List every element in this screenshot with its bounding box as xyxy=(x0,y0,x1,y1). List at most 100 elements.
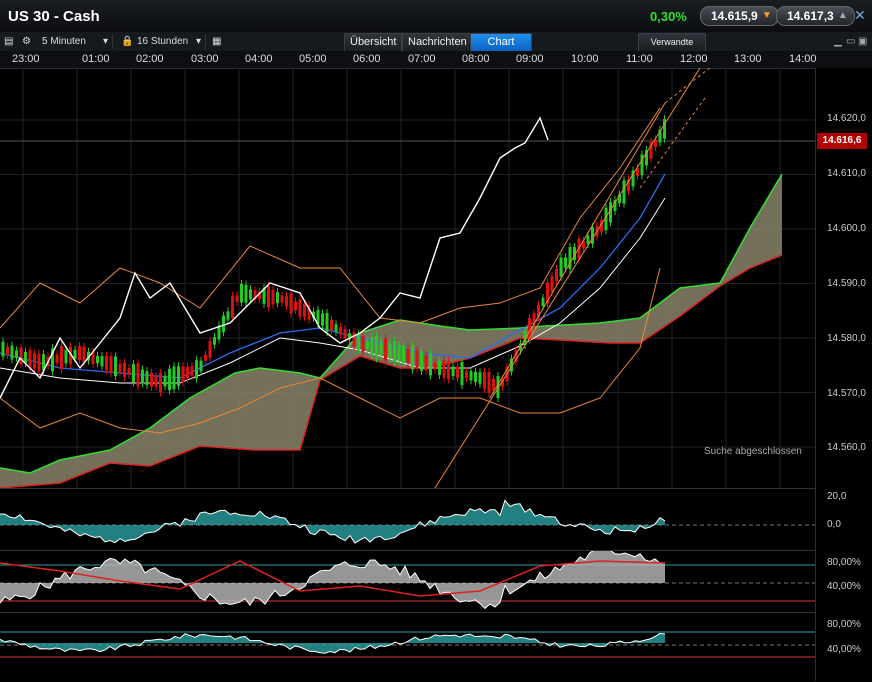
chart-toolbar: ▤ ⚙ 5 Minuten ▾ 🔒 16 Stunden ▾ ▦ Übersicht… xyxy=(0,32,872,52)
stochastic-1-area xyxy=(0,551,665,609)
bearish-candle xyxy=(600,219,603,232)
minimize-icon[interactable]: ▁ xyxy=(834,36,842,47)
bullish-candle xyxy=(523,330,527,346)
bullish-candle xyxy=(658,129,662,143)
time-tick-label: 07:00 xyxy=(408,53,436,65)
bullish-candle xyxy=(100,356,104,367)
bearish-candle xyxy=(118,363,122,373)
time-axis: 23:00 01:00 02:00 03:00 04:00 05:00 06:00 07:00… xyxy=(0,51,872,69)
price-axis xyxy=(815,68,872,681)
bid-quote-button[interactable]: 14.615,9 ▼ xyxy=(700,6,779,26)
price-chart[interactable] xyxy=(0,68,815,488)
bearish-candle xyxy=(181,366,185,383)
bullish-candle xyxy=(429,353,432,376)
time-tick-label: 05:00 xyxy=(299,53,327,65)
range-select[interactable]: 16 Stunden ▾ xyxy=(137,34,206,49)
stochastic-1-signal xyxy=(0,560,666,597)
bullish-candle xyxy=(195,360,198,379)
tab-chart[interactable]: Chart xyxy=(470,33,532,52)
gear-icon[interactable]: ⚙ xyxy=(22,36,31,47)
maximize-icon[interactable]: ▣ xyxy=(858,36,868,47)
cloud-span-b-line xyxy=(0,254,783,488)
range-value: 16 Stunden xyxy=(137,36,189,47)
title-bar: US 30 - Cash 0,30% 14.615,9 ▼ 14.617,3 ▲… xyxy=(0,0,872,33)
bullish-candle xyxy=(613,200,617,211)
bullish-candle xyxy=(177,366,180,386)
close-icon[interactable]: ✕ xyxy=(854,7,866,23)
bullish-candle xyxy=(618,194,621,203)
bearish-candle xyxy=(492,378,495,391)
bearish-candle xyxy=(82,346,86,363)
time-tick-label: 04:00 xyxy=(245,53,273,65)
bullish-candle xyxy=(244,284,248,303)
price-tick-label: 14.610,0 xyxy=(827,168,866,179)
stochastic-panel-1[interactable] xyxy=(0,550,815,613)
bullish-candle xyxy=(370,337,374,355)
time-tick-label: 02:00 xyxy=(136,53,164,65)
bullish-candle xyxy=(145,371,149,386)
bearish-candle xyxy=(424,355,428,371)
bearish-candle xyxy=(285,296,288,307)
bullish-candle xyxy=(541,297,545,307)
macd-panel[interactable] xyxy=(0,488,815,551)
bullish-candle xyxy=(348,333,351,340)
price-tick-label: 14.600,0 xyxy=(827,223,866,234)
bearish-candle xyxy=(636,167,639,176)
bearish-candle xyxy=(69,346,72,365)
bearish-candle xyxy=(33,353,36,369)
bearish-candle xyxy=(550,276,554,292)
related-button[interactable]: Verwandte xyxy=(638,33,706,52)
lower-band-line xyxy=(0,267,661,434)
bearish-candle xyxy=(514,350,518,362)
bullish-candle xyxy=(199,360,203,372)
calendar-icon[interactable]: ▦ xyxy=(212,36,222,47)
bearish-candle xyxy=(537,304,540,318)
price-tick-label: 14.580,0 xyxy=(827,333,866,344)
bearish-candle xyxy=(6,346,9,355)
tab-news[interactable]: Nachrichten xyxy=(402,33,473,52)
bullish-candle xyxy=(393,341,396,362)
stoch2-axis-label-low: 40,00% xyxy=(827,644,861,655)
bearish-candle xyxy=(456,366,459,379)
search-status: Suche abgeschlossen xyxy=(704,446,802,457)
price-tick-label: 14.590,0 xyxy=(827,278,866,289)
bearish-candle xyxy=(532,313,536,327)
bullish-candle xyxy=(217,325,221,340)
bullish-candle xyxy=(366,340,369,349)
time-tick-label: 10:00 xyxy=(571,53,599,65)
restore-icon[interactable]: ▭ xyxy=(846,36,856,47)
bearish-candle xyxy=(127,367,131,375)
bullish-candle xyxy=(87,351,90,361)
bearish-candle xyxy=(235,295,239,302)
bearish-candle xyxy=(528,317,531,341)
bullish-candle xyxy=(312,311,315,318)
ask-price: 14.617,3 xyxy=(787,9,834,23)
lagging-span-line xyxy=(0,116,549,399)
bullish-candle xyxy=(96,355,99,364)
time-tick-label: 03:00 xyxy=(191,53,219,65)
stochastic-panel-2[interactable] xyxy=(0,612,815,682)
bullish-candle xyxy=(64,349,68,364)
bullish-candle xyxy=(622,180,626,204)
menu-icon[interactable]: ▤ xyxy=(4,36,14,47)
bullish-candle xyxy=(163,375,167,387)
ask-quote-button[interactable]: 14.617,3 ▲ xyxy=(776,6,855,26)
interval-select[interactable]: 5 Minuten ▾ xyxy=(42,34,113,49)
bearish-candle xyxy=(330,319,333,331)
lock-icon[interactable]: 🔒 xyxy=(121,36,134,47)
bearish-candle xyxy=(303,303,306,317)
bearish-candle xyxy=(627,179,630,192)
bullish-candle xyxy=(226,311,230,320)
bullish-candle xyxy=(132,363,135,383)
bearish-candle xyxy=(154,376,158,387)
bullish-candle xyxy=(316,309,320,325)
time-tick-label: 23:00 xyxy=(12,53,40,65)
bullish-candle xyxy=(591,227,594,244)
tab-overview[interactable]: Übersicht xyxy=(344,33,403,52)
bearish-candle xyxy=(577,238,581,260)
bullish-candle xyxy=(631,170,635,187)
bullish-candle xyxy=(379,341,383,356)
bearish-candle xyxy=(447,361,450,380)
bearish-candle xyxy=(258,291,261,300)
kijun-line xyxy=(0,173,666,379)
